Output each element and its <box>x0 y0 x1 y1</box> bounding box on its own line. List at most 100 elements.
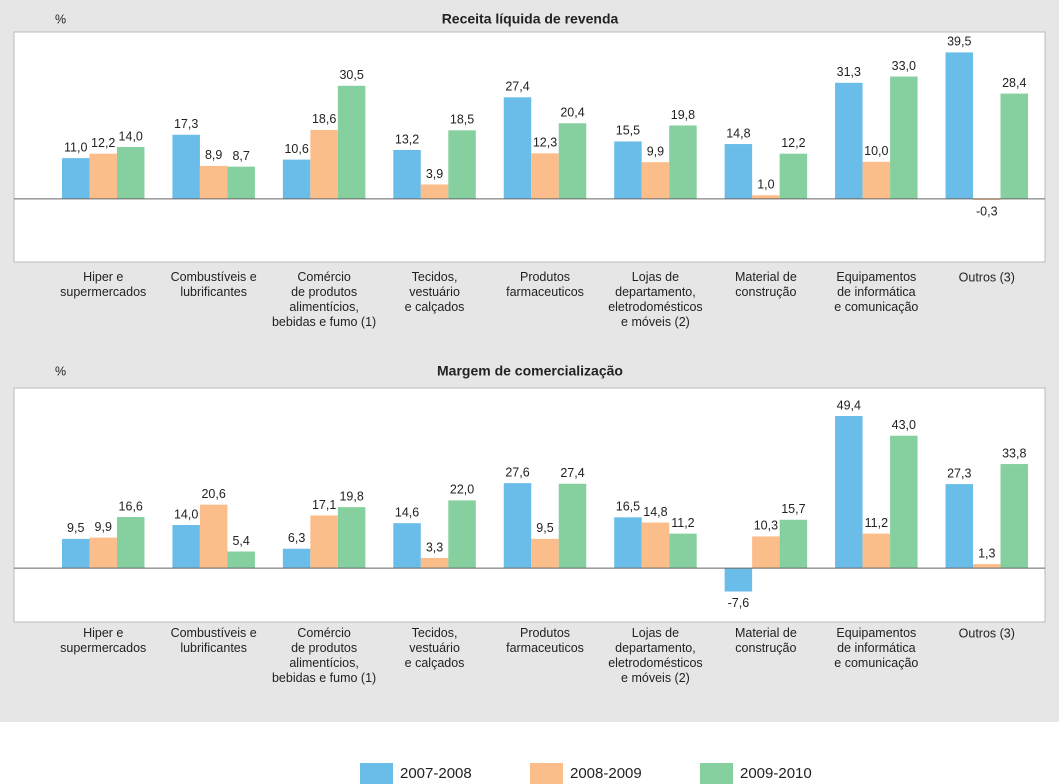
data-label: 6,3 <box>288 531 305 545</box>
x-tick-label: Material de construção <box>735 626 797 655</box>
bar <box>669 533 697 569</box>
bar <box>199 504 228 569</box>
bar <box>227 166 255 199</box>
bar <box>558 123 587 199</box>
bar <box>641 522 670 569</box>
bar <box>310 515 338 569</box>
bar <box>973 198 1001 201</box>
data-label: 11,2 <box>671 516 694 530</box>
bar <box>862 161 891 199</box>
data-label: 12,3 <box>533 136 557 150</box>
data-label: -0,3 <box>976 204 998 218</box>
data-label: 39,5 <box>947 35 971 49</box>
bar <box>89 153 117 199</box>
data-label: 28,4 <box>1002 76 1026 90</box>
bar <box>310 129 338 199</box>
bar <box>1000 464 1029 569</box>
data-label: 16,6 <box>119 499 143 513</box>
bar <box>503 97 532 199</box>
bar <box>503 483 532 569</box>
x-tick-label: Hiper e supermercados <box>60 626 146 655</box>
bar <box>835 82 863 199</box>
data-label: 15,7 <box>781 502 805 516</box>
bar <box>835 416 863 569</box>
bar <box>172 134 200 199</box>
legend-label: 2009-2010 <box>740 765 812 782</box>
data-label: 12,2 <box>781 136 805 150</box>
data-label: 33,8 <box>1002 446 1026 460</box>
bar <box>531 538 559 569</box>
bar <box>558 483 587 569</box>
data-label: 3,9 <box>426 167 443 181</box>
data-label: 19,8 <box>671 108 695 122</box>
data-label: 49,4 <box>837 398 861 412</box>
data-label: 16,5 <box>616 500 640 514</box>
x-tick-label: Comércio de produtos alimentícios, bebidas … <box>272 626 376 685</box>
data-label: 27,3 <box>947 466 971 480</box>
bar <box>973 564 1001 569</box>
bar <box>116 517 145 569</box>
data-label: 10,3 <box>754 519 778 533</box>
data-label: 18,6 <box>312 112 336 126</box>
bar <box>89 537 117 569</box>
x-tick-label: Produtos farmaceuticos <box>506 626 584 655</box>
data-label: 12,2 <box>91 136 115 150</box>
data-label: 27,4 <box>560 466 584 480</box>
data-label: 20,4 <box>560 106 584 120</box>
data-label: 11,0 <box>64 140 87 154</box>
x-tick-label: Lojas de departamento, eletrodomésticos e m… <box>608 626 703 685</box>
data-label: 20,6 <box>201 487 225 501</box>
legend-swatch <box>700 763 733 784</box>
bar <box>614 517 642 569</box>
data-label: 8,9 <box>205 148 222 162</box>
legend-background <box>0 722 1059 784</box>
bar <box>393 523 421 569</box>
data-label: 14,0 <box>119 129 143 143</box>
legend-swatch <box>530 763 563 784</box>
data-label: 5,4 <box>232 534 249 548</box>
bar <box>420 557 449 569</box>
data-label: 9,5 <box>536 521 553 535</box>
data-label: 1,3 <box>978 546 995 560</box>
x-tick-label: Equipamentos de informática e comunicação <box>834 270 918 314</box>
bar <box>945 52 974 199</box>
x-tick-label: Combustíveis e lubrificantes <box>171 270 257 299</box>
data-label: 22,0 <box>450 483 474 497</box>
bar <box>1000 93 1029 199</box>
data-label: 14,6 <box>395 505 419 519</box>
bar <box>337 85 366 199</box>
bar <box>890 435 918 569</box>
data-label: 10,0 <box>864 144 888 158</box>
data-label: 31,3 <box>837 65 861 79</box>
y-axis-label: % <box>55 364 66 378</box>
bar <box>945 484 974 569</box>
legend-label: 2007-2008 <box>400 765 472 782</box>
data-label: 14,8 <box>726 126 750 140</box>
bar <box>172 525 200 569</box>
y-axis-label: % <box>55 12 66 26</box>
data-label: 27,6 <box>505 465 529 479</box>
bar <box>752 536 780 569</box>
x-tick-label: Tecidos, vestuário e calçados <box>405 270 465 314</box>
bar <box>531 153 559 199</box>
legend-swatch <box>360 763 393 784</box>
bar <box>448 500 476 569</box>
bar <box>779 519 808 569</box>
bar <box>724 568 753 592</box>
x-tick-label: Lojas de departamento, eletrodomésticos e m… <box>608 270 703 329</box>
data-label: 10,6 <box>284 142 308 156</box>
data-label: 1,0 <box>757 178 774 192</box>
x-tick-label: Combustíveis e lubrificantes <box>171 626 257 655</box>
chart-title: Margem de comercialização <box>437 363 623 379</box>
bar <box>752 195 780 199</box>
data-label: 18,5 <box>450 113 474 127</box>
data-label: 19,8 <box>339 489 363 503</box>
bar <box>282 159 311 199</box>
data-label: 8,7 <box>232 149 249 163</box>
bar <box>61 538 90 569</box>
bar <box>282 548 311 569</box>
bar <box>116 147 145 199</box>
x-tick-label: Produtos farmaceuticos <box>506 270 584 299</box>
bar <box>641 162 670 199</box>
